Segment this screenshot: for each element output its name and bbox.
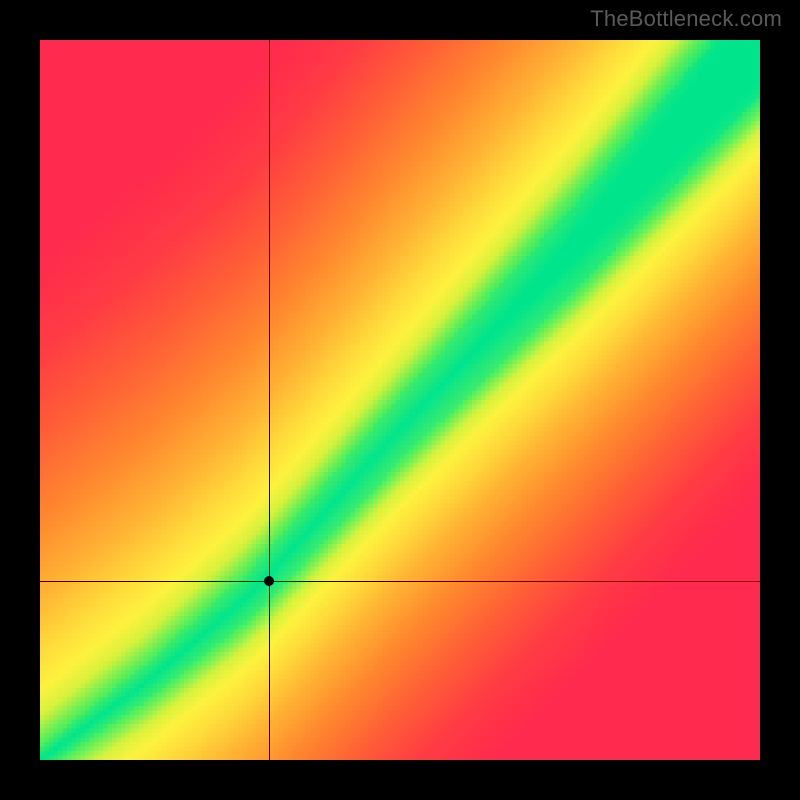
- crosshair-horizontal: [40, 581, 760, 582]
- crosshair-marker-dot: [264, 576, 274, 586]
- watermark-text: TheBottleneck.com: [590, 6, 782, 32]
- bottleneck-heatmap-chart: [40, 40, 760, 760]
- heatmap-canvas: [40, 40, 760, 760]
- crosshair-vertical: [269, 40, 270, 760]
